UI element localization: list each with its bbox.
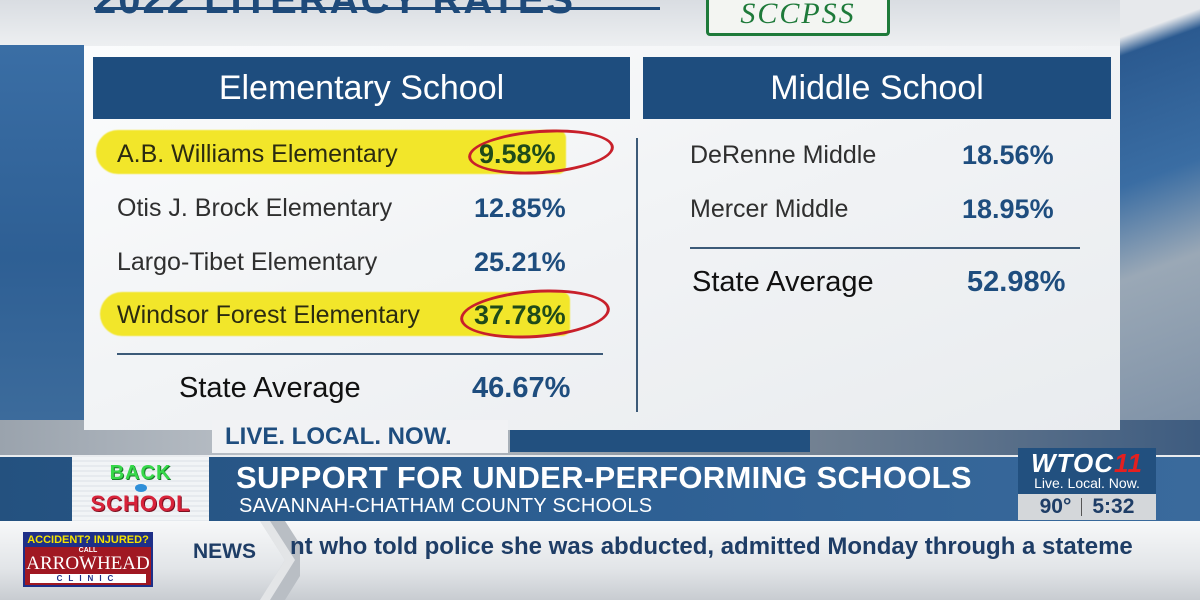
subheadline: SAVANNAH-CHATHAM COUNTY SCHOOLS <box>239 495 653 517</box>
school-rate: 18.95% <box>962 193 1054 224</box>
school-rate: 9.58% <box>479 138 556 169</box>
state-average-value: 52.98% <box>967 266 1066 298</box>
school-rate: 37.78% <box>474 299 566 330</box>
school-name: DeRenne Middle <box>690 140 877 169</box>
state-average-label: State Average <box>179 372 361 404</box>
sccpss-logo: SCCPSS <box>706 0 890 36</box>
separator <box>1081 498 1083 516</box>
school-row: Otis J. Brock Elementary 12.85% <box>117 186 566 230</box>
title-underline <box>94 7 660 10</box>
chevron-right-icon <box>260 521 300 600</box>
badge-back-text: BACK <box>109 462 172 484</box>
badge-school-text: SCHOOL <box>90 491 191 516</box>
school-name: Mercer Middle <box>690 194 849 223</box>
clock-time: 5:32 <box>1092 495 1135 518</box>
background-left <box>0 45 84 430</box>
ticker-label: NEWS <box>193 540 256 563</box>
highlight-marker <box>96 130 566 174</box>
divider <box>117 353 603 355</box>
school-name: Otis J. Brock Elementary <box>117 193 393 222</box>
live-local-now-tab: LIVE. LOCAL. NOW. <box>212 420 508 453</box>
state-average-label: State Average <box>692 266 874 298</box>
elementary-school-header: Elementary School <box>93 57 630 119</box>
news-ticker: ACCIDENT? INJURED? CALL ARROWHEAD CLINIC… <box>0 521 1200 600</box>
sponsor-logo: ACCIDENT? INJURED? CALL ARROWHEAD CLINIC <box>23 532 153 587</box>
school-name: Windsor Forest Elementary <box>117 300 420 329</box>
column-divider <box>636 138 638 412</box>
middle-school-header: Middle School <box>643 57 1111 119</box>
school-rate: 25.21% <box>474 246 566 277</box>
school-row: DeRenne Middle 18.56% <box>690 133 1054 177</box>
school-row: Mercer Middle 18.95% <box>690 187 1054 231</box>
school-name: Largo-Tibet Elementary <box>117 247 378 276</box>
state-average-value: 46.67% <box>472 372 571 404</box>
apple-icon <box>134 484 147 492</box>
station-slogan: Live. Local. Now. <box>1034 475 1140 492</box>
ticker-headline: nt who told police she was abducted, adm… <box>290 533 1133 560</box>
back-to-school-badge: BACK SCHOOL <box>72 457 209 521</box>
highlight-marker <box>100 292 570 336</box>
school-rate: 18.56% <box>962 139 1054 170</box>
school-rate: 12.85% <box>474 192 566 223</box>
temperature: 90° <box>1039 495 1072 518</box>
wtoc-logo: WTOC11 <box>1031 448 1143 479</box>
lower-third-bar: BACK SCHOOL SUPPORT FOR UNDER-PERFORMING… <box>0 455 1200 521</box>
graphic-title: 2022 LITERACY RATES <box>94 0 576 22</box>
background-right <box>1120 0 1200 440</box>
school-name: A.B. Williams Elementary <box>117 139 398 168</box>
accent-bar <box>510 430 810 452</box>
divider <box>690 247 1080 249</box>
school-row: Largo-Tibet Elementary 25.21% <box>117 240 566 284</box>
literacy-rates-card: Elementary School A.B. Williams Elementa… <box>84 46 1120 430</box>
school-row: A.B. Williams Elementary 9.58% <box>117 132 556 176</box>
school-row: Windsor Forest Elementary 37.78% <box>117 293 566 337</box>
station-bug: WTOC11 Live. Local. Now. 90° 5:32 <box>1018 448 1156 520</box>
headline: SUPPORT FOR UNDER-PERFORMING SCHOOLS <box>236 460 972 495</box>
